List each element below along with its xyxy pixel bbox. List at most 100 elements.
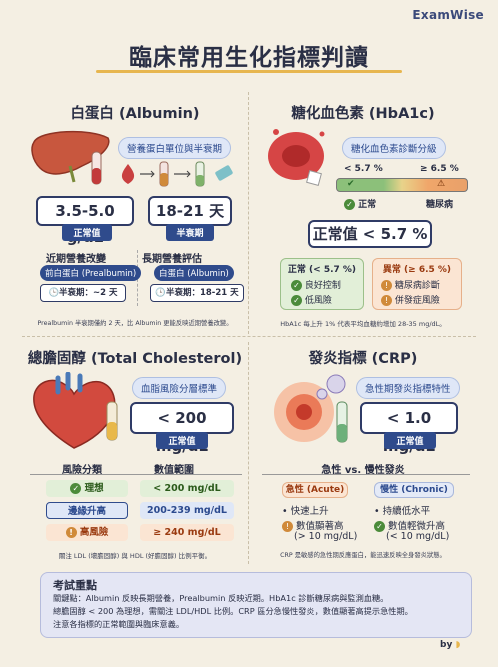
chronic-item-text: 數值輕微升高 [388, 521, 446, 532]
risk-row-value: ≥ 240 mg/dL [140, 524, 234, 541]
summary-line: 注意各指標的正常範圍與臨床意義。 [53, 619, 185, 629]
title-underline [96, 70, 402, 73]
liver-icon [31, 130, 110, 183]
divider [22, 336, 476, 337]
acute-item-detail: (> 10 mg/dL) [294, 531, 358, 542]
test-tube-icon [91, 151, 102, 185]
hba1c-scale-bar: ✔ ⚠ [336, 178, 468, 192]
divider [248, 342, 249, 564]
albumin-pill: 白蛋白 (Albumin) [154, 265, 234, 281]
warning-icon: ! [381, 280, 392, 291]
diabetes-scale-label: 糖尿病 [426, 200, 454, 210]
albumin-normal-tag: 正常值 [62, 224, 112, 241]
acute-title: 急性 (Acute) [282, 482, 348, 498]
crp-heading: 發炎指標 (CRP) [308, 351, 418, 367]
albumin-normal-value: 3.5-5.0 g/dL [36, 196, 134, 246]
summary-box: 考試重點 關鍵點：Albumin 反映長期營養，Prealbumin 反映近期。… [40, 572, 472, 638]
hba1c-note: HbA1c 每上升 1% 代表平均血糖約增加 28-35 mg/dL。 [280, 320, 446, 328]
check-icon: ✓ [70, 483, 82, 494]
test-tube-icon [336, 401, 348, 443]
hba1c-heading: 糖化血色素 (HbA1c) [291, 106, 435, 122]
crp-normal-value: < 1.0 mg/dL [360, 402, 458, 455]
divider [262, 474, 470, 475]
byline-text: by [440, 640, 453, 650]
normal-card-title: 正常 (< 5.7 %) [287, 265, 357, 275]
albumin-half-life-box: 🕒半衰期：18-21 天 [150, 284, 244, 302]
clock-icon: 🕒 [48, 288, 60, 298]
prealbumin-half-life: 🕒半衰期：~2 天 [40, 284, 126, 302]
normal-item-text: 低風險 [304, 296, 332, 306]
divider [30, 474, 242, 475]
acute-item-text: 快速上升 [290, 506, 329, 517]
crp-normal-tag: 正常值 [384, 432, 436, 449]
abnormal-item-text: 糖尿病診斷 [394, 281, 440, 291]
risk-row-text: 理想 [84, 483, 104, 494]
chronic-item-text: 持續低水平 [382, 506, 431, 517]
chronic-item: • 持續低水平 [374, 506, 431, 517]
normal-scale-label: ✓ 正常 [344, 197, 376, 210]
chronic-item: ✓ 數值輕微升高 [374, 518, 445, 532]
normal-item-text: 良好控制 [304, 281, 341, 291]
inflammation-icon [274, 374, 346, 442]
clock-icon: 🕒 [155, 288, 166, 298]
cholesterol-normal-tag: 正常值 [156, 432, 208, 449]
abnormal-item-text: 併發症風險 [394, 296, 440, 306]
risk-row-value: 200-239 mg/dL [140, 502, 234, 519]
warning-icon: ⚠ [437, 179, 446, 189]
cholesterol-tag: 血脂風險分層標準 [132, 377, 227, 399]
risk-column-header: 風險分類 [62, 465, 102, 476]
check-icon: ✓ [374, 521, 385, 532]
albumin-half-tag: 半衰期 [166, 224, 214, 241]
short-term-label: 近期營養改變 [46, 254, 106, 265]
half-life-flow-icon [121, 161, 233, 187]
summary-title: 考試重點 [53, 579, 97, 592]
normal-item: ✓ 良好控制 [291, 278, 363, 291]
prealbumin-pill: 前白蛋白 (Prealbumin) [40, 265, 142, 281]
summary-line: 關鍵點：Albumin 反映長期營養，Prealbumin 反映近期。HbA1c… [53, 593, 389, 603]
red-blood-cell-icon [268, 129, 325, 186]
risk-row-label: 邊緣升高 [46, 502, 128, 519]
albumin-half-text: 半衰期：18-21 天 [165, 288, 239, 298]
risk-row-value: < 200 mg/dL [140, 480, 234, 497]
range-column-header: 數值範圍 [154, 465, 194, 476]
warning-icon: ! [282, 521, 293, 532]
albumin-half-life: 18-21 天 [148, 196, 232, 226]
albumin-heading: 白蛋白 (Albumin) [70, 106, 200, 122]
lt-threshold: < 5.7 % [344, 164, 383, 174]
page-title: 臨床常用生化指標判讀 [129, 45, 369, 71]
warning-icon: ! [381, 295, 392, 306]
long-term-label: 長期營養評估 [142, 254, 202, 265]
chronic-title: 慢性 (Chronic) [374, 482, 454, 498]
risk-row-label: ✓ 理想 [46, 480, 128, 497]
hba1c-tag: 糖化血色素診斷分級 [342, 137, 446, 159]
ge-threshold: ≥ 6.5 % [420, 164, 459, 174]
normal-scale-text: 正常 [358, 200, 377, 210]
acute-item: • 快速上升 [282, 506, 329, 517]
hba1c-abnormal-card: 異常 (≥ 6.5 %) ! 糖尿病診斷 ! 併發症風險 [372, 258, 462, 310]
check-icon: ✓ [291, 295, 302, 306]
chronic-item-detail: (< 10 mg/dL) [386, 531, 450, 542]
albumin-tag: 營養蛋白單位與半衰期 [118, 137, 232, 159]
abnormal-card-title: 異常 (≥ 6.5 %) [382, 265, 452, 275]
cholesterol-note: 關注 LDL (壞膽固醇) 與 HDL (好膽固醇) 比例平衡。 [58, 552, 212, 560]
heart-icon [33, 372, 116, 449]
albumin-note: Prealbumin 半衰期僅約 2 天，比 Albumin 更能反映近期營養改… [37, 320, 233, 327]
check-icon: ✔ [347, 179, 355, 189]
banana-logo-icon: ◗ [455, 640, 461, 650]
crp-note: CRP 是敏感的急性期反應蛋白，能迅速反映全身發炎狀態。 [280, 552, 446, 559]
hba1c-normal-card: 正常 (< 5.7 %) ✓ 良好控制 ✓ 低風險 [280, 258, 364, 310]
crp-tag: 急性期發炎指標特性 [356, 377, 460, 399]
test-tube-icon [106, 401, 118, 441]
normal-item: ✓ 低風險 [291, 293, 363, 306]
divider [248, 92, 249, 334]
risk-row-label: ! 高風險 [46, 524, 128, 541]
cholesterol-heading: 總膽固醇 (Total Cholesterol) [27, 351, 243, 367]
abnormal-item: ! 糖尿病診斷 [381, 278, 461, 291]
prealbumin-half-text: 半衰期：~2 天 [59, 288, 118, 298]
hba1c-normal-value: 正常值 < 5.7 % [308, 220, 432, 248]
warning-icon: ! [65, 527, 77, 538]
cholesterol-normal-value: < 200 mg/dL [130, 402, 234, 455]
risk-row-text: 高風險 [79, 527, 109, 538]
acute-item: ! 數值顯著高 [282, 518, 344, 532]
brand-logo: ExamWise [412, 8, 484, 22]
